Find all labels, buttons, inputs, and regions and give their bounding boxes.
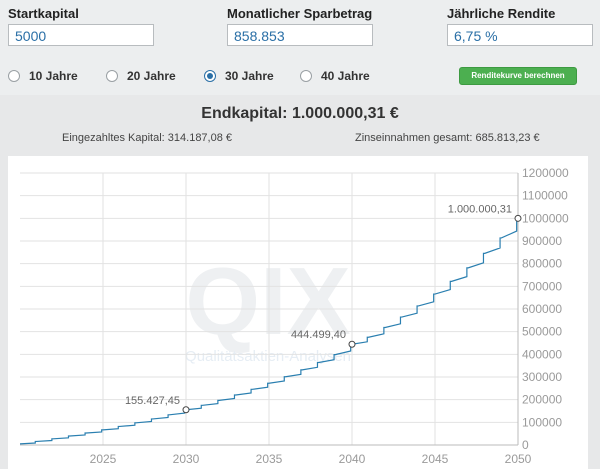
radio-circle[interactable] [300, 70, 312, 82]
series-line [19, 217, 518, 445]
y-tick-label: 1200000 [522, 166, 569, 180]
annotation-label: 444.499,40 [291, 329, 346, 341]
annotation-label: 1.000.000,31 [448, 203, 512, 215]
y-tick-label: 400000 [522, 347, 562, 361]
x-tick-label: 2025 [90, 452, 117, 466]
startkapital-label: Startkapital [8, 6, 79, 21]
radio-label: 10 Jahre [29, 69, 78, 83]
y-tick-label: 1000000 [522, 211, 569, 225]
annotation-marker [182, 406, 190, 414]
sparbetrag-input[interactable]: 858.853 [227, 24, 373, 46]
radio-label: 40 Jahre [321, 69, 370, 83]
radio-circle[interactable] [106, 70, 118, 82]
x-tick-label: 2035 [256, 452, 283, 466]
radio-40-jahre[interactable]: 40 Jahre [300, 69, 370, 83]
eingezahltes-kapital: Eingezahltes Kapital: 314.187,08 € [62, 132, 233, 144]
x-tick-label: 2050 [505, 452, 532, 466]
startkapital-input[interactable]: 5000 [8, 24, 154, 46]
renditekurve-berechnen-button[interactable]: Renditekurve berechnen [459, 67, 577, 85]
zinseinnahmen-gesamt: Zinseinnahmen gesamt: 685.813,23 € [355, 132, 540, 144]
y-tick-label: 0 [522, 438, 529, 452]
chart-frame [8, 156, 588, 469]
rendite-label: Jährliche Rendite [447, 6, 556, 21]
annotation-marker [348, 340, 356, 348]
annotation-label: 155.427,45 [125, 395, 180, 407]
x-tick-label: 2040 [339, 452, 366, 466]
radio-10-jahre[interactable]: 10 Jahre [8, 69, 78, 83]
chart-background [0, 156, 600, 469]
annotation-marker [514, 214, 522, 222]
y-tick-label: 700000 [522, 279, 562, 293]
radio-20-jahre[interactable]: 20 Jahre [106, 69, 176, 83]
watermark-text: Qualitätsaktien-Analysen [185, 348, 351, 365]
radio-label: 20 Jahre [127, 69, 176, 83]
y-tick-label: 900000 [522, 234, 562, 248]
x-tick-label: 2045 [422, 452, 449, 466]
radio-30-jahre[interactable]: 30 Jahre [204, 69, 274, 83]
radio-label: 30 Jahre [225, 69, 274, 83]
watermark-logo: QIX [185, 248, 350, 355]
x-tick-label: 2030 [173, 452, 200, 466]
radio-circle-selected[interactable] [204, 70, 216, 82]
y-tick-label: 200000 [522, 393, 562, 407]
endkapital-heading: Endkapital: 1.000.000,31 € [201, 105, 399, 122]
y-tick-label: 1100000 [522, 189, 568, 203]
y-tick-label: 800000 [522, 257, 562, 271]
y-tick-label: 600000 [522, 302, 562, 316]
radio-circle[interactable] [8, 70, 20, 82]
rendite-input[interactable]: 6,75 % [447, 24, 593, 46]
sparbetrag-label: Monatlicher Sparbetrag [227, 6, 373, 21]
y-tick-label: 300000 [522, 370, 562, 384]
result-panel [0, 95, 600, 156]
y-tick-label: 100000 [522, 415, 562, 429]
y-tick-label: 500000 [522, 325, 562, 339]
